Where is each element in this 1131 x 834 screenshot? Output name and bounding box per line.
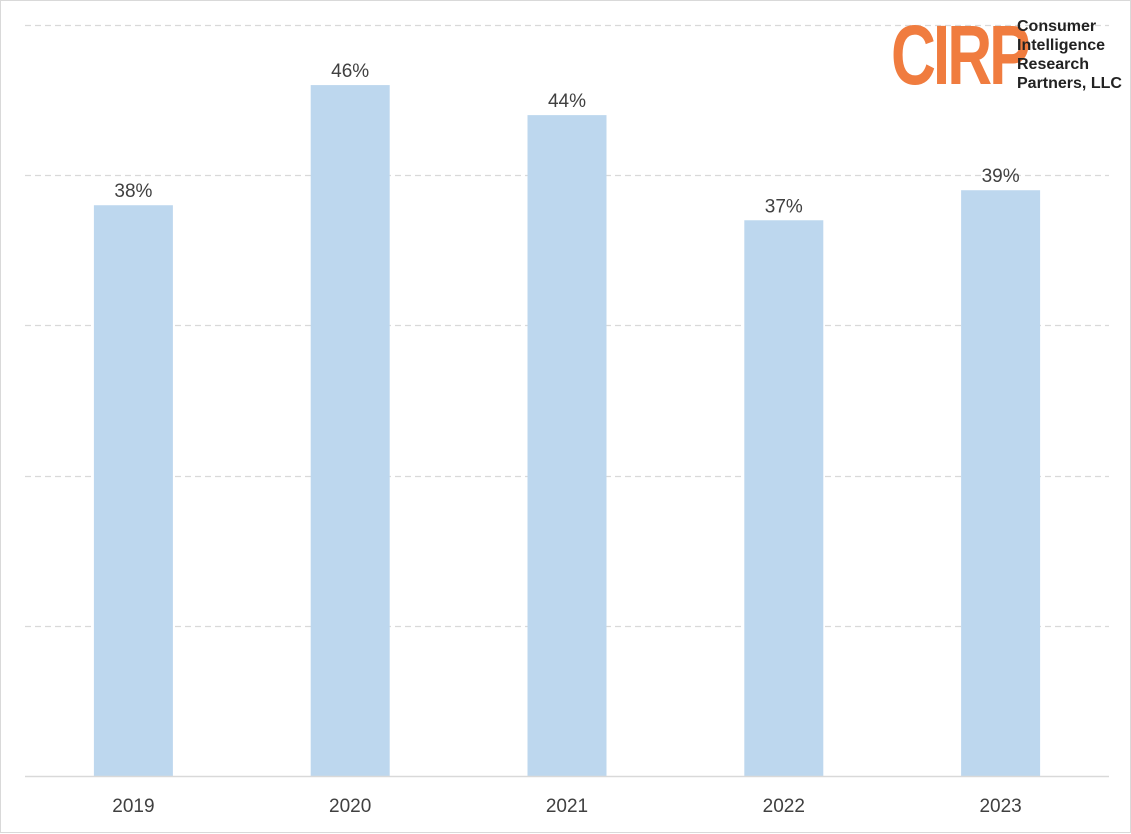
logo-mark: CIRP [891, 8, 1031, 102]
logo-company-name: Consumer Intelligence Research Partners,… [1017, 17, 1122, 93]
bar [744, 220, 824, 776]
data-label: 39% [982, 166, 1020, 187]
data-label: 38% [114, 181, 152, 202]
bar [93, 205, 173, 777]
x-tick-label: 2019 [112, 796, 154, 817]
bar [310, 85, 390, 776]
x-tick-label: 2020 [329, 796, 371, 817]
data-label: 37% [765, 196, 803, 217]
cirp-logo: CIRP Consumer Intelligence Research Part… [891, 8, 1122, 102]
data-label: 46% [331, 61, 369, 82]
logo-line: Intelligence [1017, 37, 1106, 54]
data-label: 44% [548, 91, 586, 112]
logo-line: Research [1017, 56, 1090, 73]
x-tick-label: 2023 [979, 796, 1021, 817]
bar [527, 115, 607, 777]
bar [961, 190, 1041, 777]
logo-line: Partners, LLC [1017, 75, 1122, 92]
logo-line: Consumer [1017, 18, 1097, 35]
x-tick-label: 2022 [763, 796, 805, 817]
x-tick-label: 2021 [546, 796, 588, 817]
